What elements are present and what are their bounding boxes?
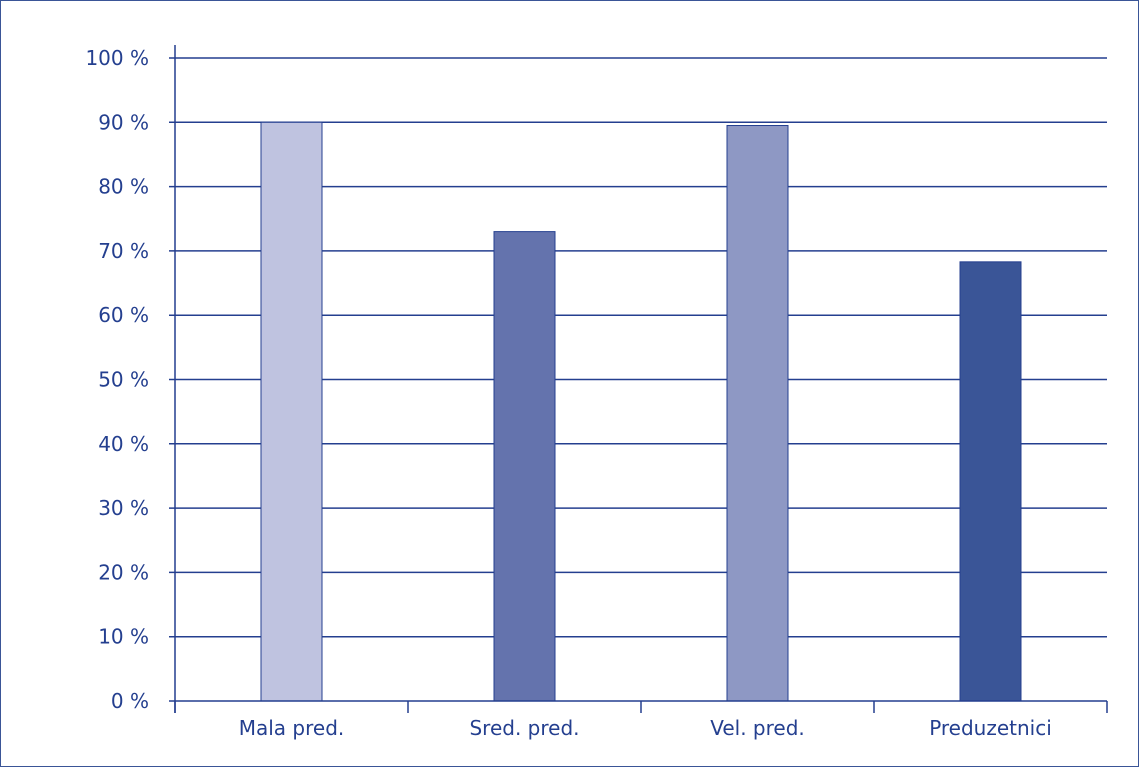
x-tick-labels: Mala pred. Sred. pred. Vel. pred. Preduzetn… (239, 716, 1052, 740)
x-tick-label: Mala pred. (239, 716, 345, 740)
bar (493, 231, 556, 702)
x-tick-label: Preduzetnici (929, 716, 1052, 740)
bar (959, 261, 1022, 702)
bars (260, 121, 1022, 702)
axes (169, 45, 1108, 713)
x-tick-label: Vel. pred. (710, 716, 805, 740)
bar (260, 121, 323, 702)
y-tick-label: 80 % (98, 175, 149, 199)
y-tick-label: 0 % (111, 689, 149, 713)
y-tick-label: 30 % (98, 496, 149, 520)
gridlines (169, 57, 1107, 638)
y-tick-labels: 0 % 10 % 20 % 30 % 40 % 50 % 60 % 70 % 80 % 90 % 1… (85, 46, 149, 713)
y-tick-label: 70 % (98, 239, 149, 263)
y-tick-label: 10 % (98, 625, 149, 649)
y-tick-label: 60 % (98, 303, 149, 327)
y-tick-label: 100 % (85, 46, 149, 70)
y-tick-label: 90 % (98, 110, 149, 134)
x-tick-label: Sred. pred. (469, 716, 579, 740)
y-tick-label: 40 % (98, 432, 149, 456)
y-tick-label: 50 % (98, 368, 149, 392)
bar (726, 125, 789, 702)
y-tick-label: 20 % (98, 560, 149, 584)
